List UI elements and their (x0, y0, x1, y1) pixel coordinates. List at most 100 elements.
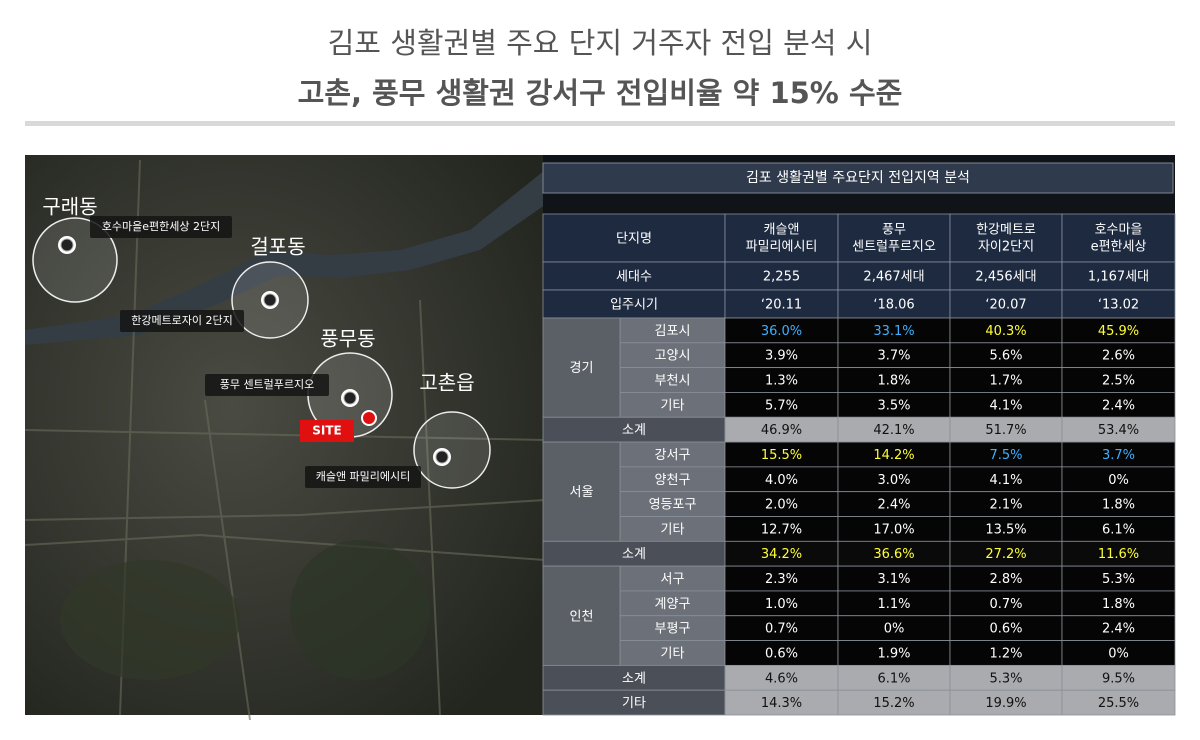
cell-value: 2,456세대 (975, 270, 1036, 285)
column-header-cell (724, 213, 839, 263)
cell-value: 3.9% (765, 349, 798, 364)
cell-value: 3.1% (877, 572, 910, 587)
cell-value: 2.6% (1102, 349, 1135, 364)
other-value-cell (1061, 689, 1176, 716)
area-label: 풍무동 (320, 327, 375, 351)
cell-value-cell (949, 392, 1063, 418)
column-header: 풍무 (882, 223, 906, 238)
complex-label: 풍무 센트럴푸르지오 (220, 378, 315, 391)
subtotal-value-cell (724, 416, 839, 443)
cell-value: 0.7% (765, 622, 798, 637)
cell-value-cell (724, 392, 839, 418)
row-label-cell (619, 367, 726, 393)
cell-value-cell (949, 367, 1063, 393)
cell-value: 4.1% (989, 398, 1022, 413)
subtotal-label-cell (542, 540, 726, 567)
cell-value: 2.4% (1102, 398, 1135, 413)
cell-value-cell (949, 466, 1063, 493)
row-label-cell (542, 261, 726, 291)
cell-value: 2,255 (763, 270, 800, 285)
cell-value: 2.8% (989, 572, 1022, 587)
group-label-cell (542, 441, 621, 542)
cell-value: 2,467세대 (863, 270, 924, 285)
cell-value: 36.0% (761, 324, 802, 339)
subtotal-value: 27.2% (985, 547, 1026, 562)
other-value-cell (837, 689, 951, 716)
cell-value-cell (837, 317, 951, 344)
table-title: 김포 생활권별 주요단지 전입지역 분석 (746, 170, 970, 186)
column-header-cell (1061, 213, 1176, 263)
row-label: 김포시 (655, 324, 691, 339)
cell-value-cell (724, 289, 839, 319)
row-label: 서구 (661, 572, 685, 587)
cell-value: 17.0% (873, 522, 914, 537)
cell-value-cell (949, 565, 1063, 592)
cell-value-cell (949, 516, 1063, 542)
cell-value-cell (1061, 615, 1176, 641)
column-header: e편한세상 (1091, 240, 1147, 255)
area-label: 걸포동 (250, 235, 305, 259)
cell-value: 45.9% (1098, 324, 1139, 339)
subtotal-value: 34.2% (761, 547, 802, 562)
cell-value-cell (837, 342, 951, 369)
corner-label: 단지명 (616, 232, 652, 247)
group-label: 서울 (570, 485, 594, 500)
cell-value-cell (724, 342, 839, 369)
area-circle (413, 411, 491, 489)
subtotal-value: 53.4% (1098, 423, 1139, 438)
subtotal-value: 4.6% (765, 671, 798, 686)
row-label: 강서구 (655, 448, 691, 463)
other-label: 기타 (622, 696, 646, 711)
cell-value: 12.7% (761, 522, 802, 537)
subtotal-value: 6.1% (877, 671, 910, 686)
cell-value-cell (949, 289, 1063, 319)
cell-value: 0% (1108, 473, 1129, 488)
cell-value-cell (837, 466, 951, 493)
complex-label: 한강메트로자이 2단지 (131, 314, 233, 327)
other-value: 15.2% (873, 696, 914, 711)
cell-value: 1.1% (877, 597, 910, 612)
terrain (60, 560, 240, 680)
cell-value: 1.3% (765, 374, 798, 389)
cell-value: 2.1% (989, 498, 1022, 513)
cell-value-cell (837, 441, 951, 468)
cell-value: 1.8% (877, 374, 910, 389)
cell-value: 7.5% (989, 448, 1022, 463)
cell-value: 1.9% (877, 646, 910, 661)
row-label: 영등포구 (649, 498, 697, 513)
subtotal-value-cell (837, 664, 951, 691)
site-label: SITE (312, 424, 342, 438)
cell-value: 1.8% (1102, 597, 1135, 612)
subtotal-label: 소계 (622, 547, 646, 562)
cell-value: 2.4% (1102, 622, 1135, 637)
subtotal-value-cell (949, 416, 1063, 443)
cell-value-cell (724, 640, 839, 666)
title-line: 고촌, 풍무 생활권 강서구 전입비율 약 15% 수준 (298, 76, 903, 110)
area-label: 구래동 (42, 195, 97, 219)
subtotal-value-cell (1061, 540, 1176, 567)
cell-value-cell (724, 491, 839, 517)
subtotal-label: 소계 (622, 423, 646, 438)
cell-value: ‘20.07 (985, 298, 1026, 313)
cell-value: 3.0% (877, 473, 910, 488)
cell-value-cell (837, 289, 951, 319)
cell-value: 2.3% (765, 572, 798, 587)
subtotal-value: 42.1% (873, 423, 914, 438)
area-circle (32, 217, 118, 303)
complex-marker-core (60, 238, 74, 252)
cell-value-cell (1061, 441, 1176, 468)
cell-value-cell (837, 516, 951, 542)
column-header: 자이2단지 (978, 240, 1034, 255)
cell-value: 3.7% (877, 349, 910, 364)
group-label-cell (542, 565, 621, 666)
subtotal-value: 51.7% (985, 423, 1026, 438)
subtotal-value: 5.3% (989, 671, 1022, 686)
complex-label-box (90, 216, 232, 238)
subtotal-value: 9.5% (1102, 671, 1135, 686)
cell-value-cell (1061, 261, 1176, 291)
cell-value: 3.5% (877, 398, 910, 413)
cell-value-cell (949, 317, 1063, 344)
row-label: 기타 (661, 398, 685, 413)
